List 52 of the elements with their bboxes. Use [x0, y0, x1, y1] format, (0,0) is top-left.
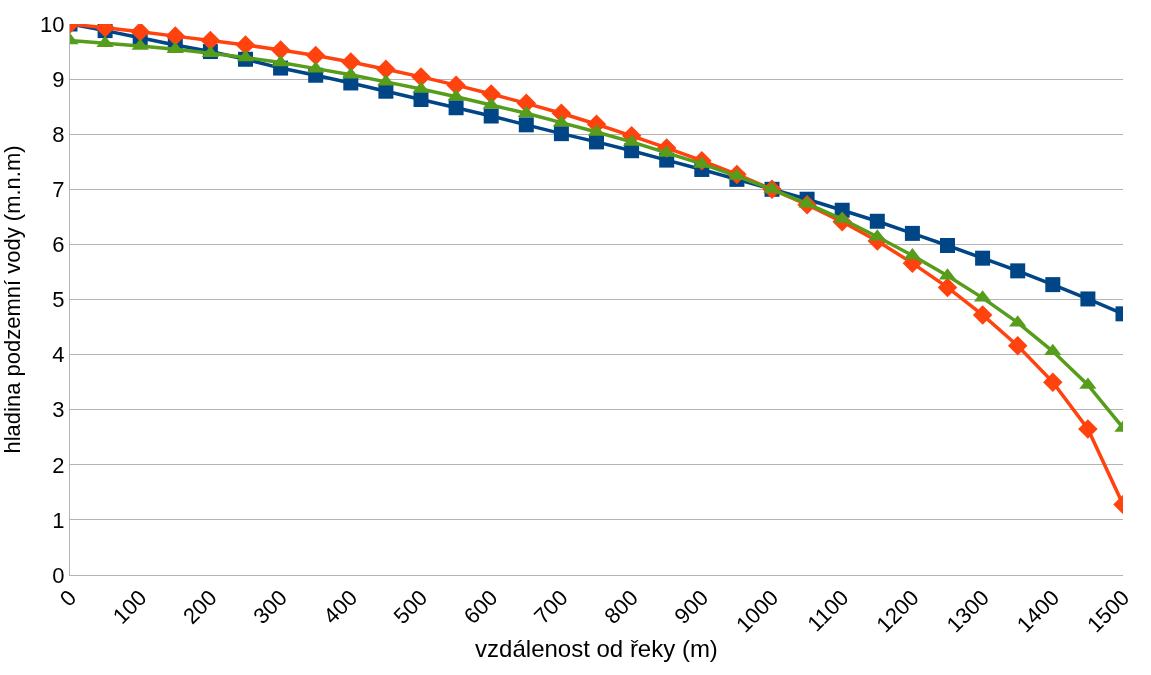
- x-tick-label: 400: [318, 585, 363, 629]
- x-tick-label: 600: [458, 585, 503, 629]
- point: [376, 59, 396, 79]
- point: [166, 41, 184, 54]
- x-tick-label: 900: [669, 585, 714, 629]
- point: [483, 108, 499, 124]
- point: [130, 24, 150, 42]
- point: [448, 100, 464, 116]
- x-tick-label: 800: [599, 585, 643, 629]
- point: [1045, 277, 1061, 293]
- point: [972, 305, 993, 325]
- x-tick-label: 500: [388, 585, 433, 629]
- point: [446, 75, 466, 95]
- point: [305, 45, 326, 66]
- point: [975, 250, 991, 266]
- point: [517, 105, 535, 118]
- y-tick-label: 0: [52, 562, 65, 588]
- point: [1043, 372, 1063, 392]
- point: [1007, 336, 1028, 356]
- y-tick-label: 6: [52, 232, 65, 258]
- x-axis-title: vzdálenost od řeky (m): [475, 635, 718, 662]
- y-tick-label: 5: [52, 287, 65, 313]
- x-tick-label: 200: [178, 585, 222, 629]
- y-tick-label: 8: [52, 121, 65, 147]
- point: [96, 35, 114, 48]
- point: [1078, 419, 1098, 439]
- point: [341, 52, 361, 72]
- y-tick-label: 2: [52, 452, 65, 478]
- point: [553, 126, 569, 142]
- point: [1044, 343, 1062, 356]
- y-tick-label: 4: [52, 342, 65, 368]
- y-tick-label: 1: [52, 507, 65, 533]
- x-tick-label: 700: [529, 585, 573, 629]
- x-tick-label: 100: [107, 585, 152, 629]
- point: [940, 238, 955, 253]
- point: [413, 91, 429, 107]
- y-tick-label: 7: [52, 177, 65, 202]
- point: [270, 40, 291, 60]
- point: [904, 225, 920, 241]
- y-tick-label: 10: [40, 11, 65, 37]
- point: [200, 30, 221, 51]
- point: [937, 277, 958, 298]
- point: [1010, 263, 1026, 279]
- point: [869, 213, 885, 229]
- point: [518, 117, 534, 133]
- y-tick-label: 9: [52, 66, 65, 92]
- y-axis-title: hladina podzemní vody (m.n.m): [0, 145, 25, 454]
- point: [165, 26, 186, 46]
- point: [1080, 291, 1096, 307]
- x-tick-label: 300: [248, 585, 292, 629]
- point: [235, 35, 256, 55]
- y-tick-label: 3: [52, 397, 65, 423]
